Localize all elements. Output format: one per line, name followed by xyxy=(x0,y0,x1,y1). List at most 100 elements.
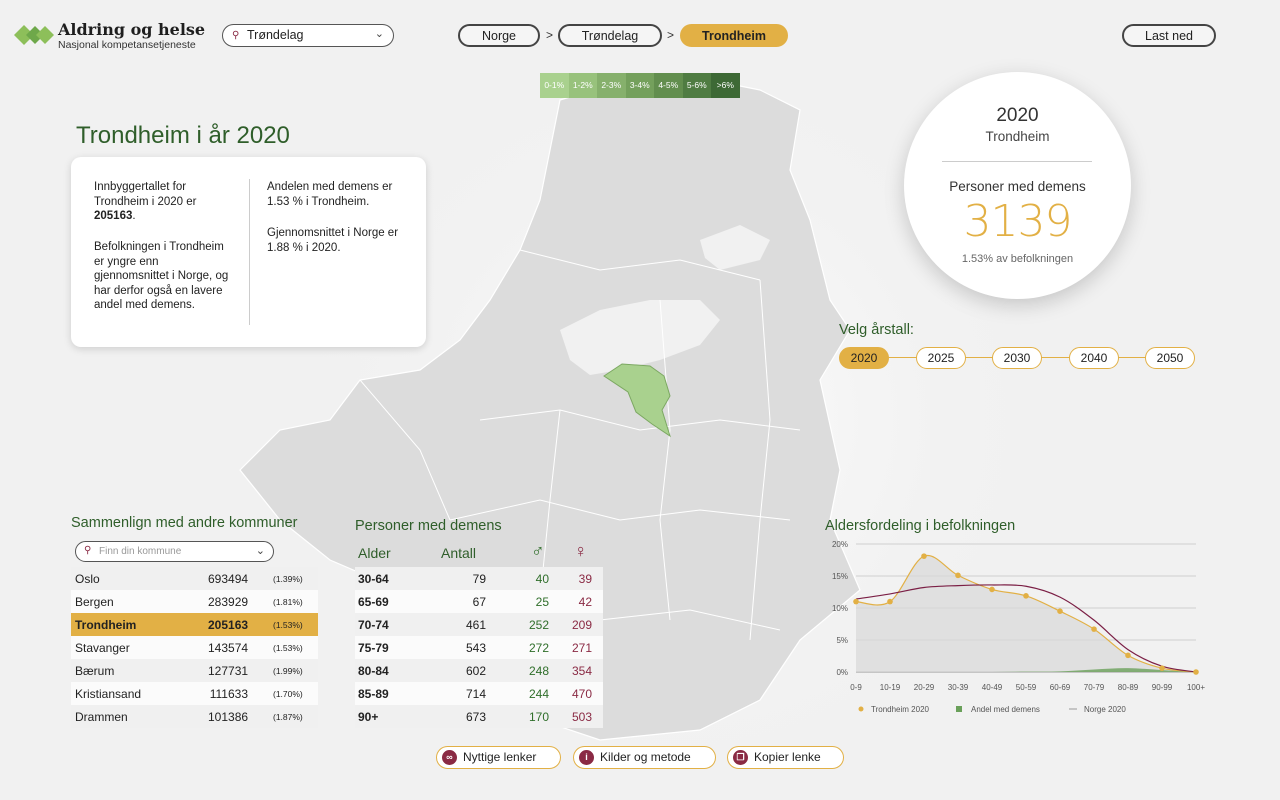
compare-row[interactable]: Drammen 101386 (1.87%) xyxy=(71,705,318,728)
year-2020-button[interactable]: 2020 xyxy=(839,347,889,369)
summary-year: 2020 xyxy=(996,105,1039,126)
search-icon: ⚲ xyxy=(84,545,92,556)
compare-row[interactable]: Kristiansand 111633 (1.70%) xyxy=(71,682,318,705)
download-button[interactable]: Last ned xyxy=(1122,24,1216,47)
persons-row: 90+ 673 170 503 xyxy=(355,705,603,728)
compare-row[interactable]: Stavanger 143574 (1.53%) xyxy=(71,636,318,659)
info-divider xyxy=(249,179,250,325)
legend-label: Norge 2020 xyxy=(1084,705,1126,714)
x-tick-label: 0-9 xyxy=(850,683,862,692)
age-group: 80-84 xyxy=(358,664,389,678)
compare-row[interactable]: Bærum 127731 (1.99%) xyxy=(71,659,318,682)
municipality-share: (1.39%) xyxy=(273,574,303,584)
x-tick-label: 40-49 xyxy=(982,683,1003,692)
trondheim-point xyxy=(989,586,995,593)
municipality-share: (1.81%) xyxy=(273,597,303,607)
copy-link-button[interactable]: ❐ Kopier lenke xyxy=(727,746,844,769)
copy-icon: ❐ xyxy=(733,750,748,765)
municipality-population: 127731 xyxy=(208,664,249,678)
x-tick-label: 10-19 xyxy=(880,683,901,692)
compare-row[interactable]: Trondheim 205163 (1.53%) xyxy=(71,613,318,636)
summary-share: 1.53% av befolkningen xyxy=(961,253,1074,265)
year-2030-button[interactable]: 2030 xyxy=(992,347,1042,369)
search-icon: ⚲ xyxy=(232,30,240,41)
female-count: 354 xyxy=(571,664,592,678)
sources-button[interactable]: i Kilder og metode xyxy=(573,746,716,769)
municipality-population: 101386 xyxy=(208,710,249,724)
summary-label: Personer med demens xyxy=(949,179,1086,194)
municipality-name: Trondheim xyxy=(75,618,137,632)
male-count: 248 xyxy=(528,664,549,678)
info-age-note: Befolkningen i Trondheim er yngre enn gj… xyxy=(94,241,229,311)
municipality-search[interactable]: ⚲ Finn din kommune ⌄ xyxy=(75,541,274,562)
legend-marker xyxy=(858,706,864,712)
persons-row: 70-74 461 252 209 xyxy=(355,613,603,636)
age-group: 30-64 xyxy=(358,572,389,586)
x-tick-label: 30-39 xyxy=(948,683,969,692)
persons-row: 85-89 714 244 470 xyxy=(355,682,603,705)
col-age-header: Alder xyxy=(358,545,391,561)
info-share: Andelen med demens er 1.53 % i Trondheim… xyxy=(267,181,393,208)
breadcrumb-trondelag[interactable]: Trøndelag xyxy=(558,24,662,47)
x-tick-label: 20-29 xyxy=(914,683,935,692)
norway-line xyxy=(855,584,1197,673)
x-tick-label: 60-69 xyxy=(1050,683,1071,692)
year-selector-title: Velg årstall: xyxy=(839,322,914,338)
age-group: 65-69 xyxy=(358,595,389,609)
male-icon: ♂ xyxy=(531,541,545,561)
persons-row: 30-64 79 40 39 xyxy=(355,567,603,590)
female-count: 209 xyxy=(571,618,592,632)
useful-links-label: Nyttige lenker xyxy=(463,750,537,764)
age-distribution-chart: 0% 5% 10% 15% 20% 0-9 10-19 20-29 30-39 40-49 50-5… xyxy=(832,540,1205,714)
year-2050-button[interactable]: 2050 xyxy=(1145,347,1195,369)
municipality-name: Oslo xyxy=(75,572,100,586)
legend-item: >6% xyxy=(711,73,740,98)
x-tick-label: 80-89 xyxy=(1118,683,1139,692)
person-count: 673 xyxy=(465,710,486,724)
male-count: 170 xyxy=(528,710,549,724)
legend-item: 4-5% xyxy=(654,73,683,98)
region-select-value: Trøndelag xyxy=(247,28,304,42)
person-count: 602 xyxy=(465,664,486,678)
useful-links-button[interactable]: ∞ Nyttige lenker xyxy=(436,746,561,769)
map-legend: 0-1% 1-2% 2-3% 3-4% 4-5% 5-6% >6% xyxy=(540,73,740,98)
municipality-name: Drammen xyxy=(75,710,128,724)
legend-item: 1-2% xyxy=(568,73,597,98)
breadcrumb-trondheim[interactable]: Trondheim xyxy=(680,24,788,47)
trondheim-point xyxy=(921,553,927,559)
fjord-inner xyxy=(700,225,770,270)
chevron-down-icon: ⌄ xyxy=(374,28,384,40)
year-2040-button[interactable]: 2040 xyxy=(1069,347,1119,369)
persons-row: 65-69 67 25 42 xyxy=(355,590,603,613)
trondheim-highlight xyxy=(603,363,671,438)
compare-row[interactable]: Bergen 283929 (1.81%) xyxy=(71,590,318,613)
female-count: 503 xyxy=(571,710,592,724)
municipality-population: 111633 xyxy=(209,687,248,701)
breadcrumb-norge[interactable]: Norge xyxy=(458,24,540,47)
municipality-name: Kristiansand xyxy=(75,687,142,701)
age-group: 90+ xyxy=(358,710,379,724)
region-select[interactable]: ⚲ Trøndelag ⌄ xyxy=(222,24,394,47)
municipality-share: (1.99%) xyxy=(273,666,303,676)
municipality-share: (1.87%) xyxy=(273,712,303,722)
info-card: Innbyggertallet for Trondheim i 2020 er … xyxy=(71,157,426,347)
year-2025-button[interactable]: 2025 xyxy=(916,347,966,369)
trondheim-point xyxy=(1125,652,1131,659)
person-count: 461 xyxy=(465,618,486,632)
legend-label: Trondheim 2020 xyxy=(871,705,930,714)
logo-icon xyxy=(14,25,54,45)
male-count: 252 xyxy=(528,618,549,632)
trondheim-point xyxy=(1091,626,1097,632)
age-group: 75-79 xyxy=(358,641,389,655)
male-count: 25 xyxy=(535,595,549,609)
female-icon: ♀ xyxy=(574,541,588,561)
person-count: 79 xyxy=(472,572,486,586)
link-icon: ∞ xyxy=(442,750,457,765)
trondheim-point xyxy=(955,572,961,579)
municipality-name: Bergen xyxy=(75,595,114,609)
municipality-population: 143574 xyxy=(208,641,249,655)
summary-circle: 2020 Trondheim Personer med demens 3139 … xyxy=(904,72,1131,299)
copy-link-label: Kopier lenke xyxy=(754,750,821,764)
trondheim-point xyxy=(1159,665,1165,671)
compare-row[interactable]: Oslo 693494 (1.39%) xyxy=(71,567,318,590)
